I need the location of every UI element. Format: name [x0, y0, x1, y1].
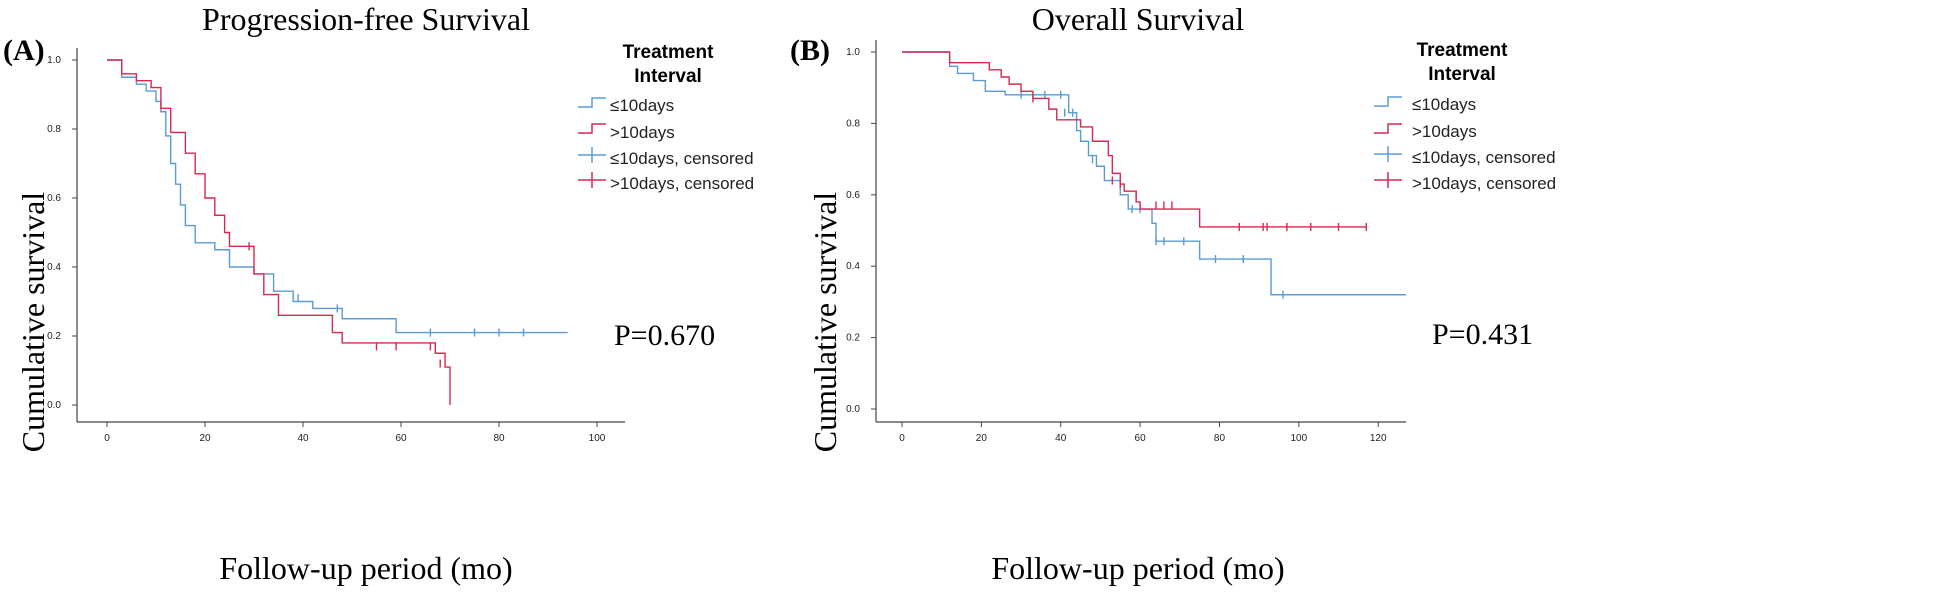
panel-b-y-axis-label: Cumulative survival: [807, 192, 843, 453]
panel-b-letter: (B): [790, 34, 830, 67]
panel-a-legend-entry-2: >10days: [610, 123, 675, 142]
panel-a-y-tick-label: 1.0: [47, 55, 61, 66]
panel-b-legend-symbol-le10days: [1374, 96, 1402, 107]
panel-a-y-axis-label: Cumulative survival: [15, 192, 51, 453]
panel-a-y-tick-label: 0.8: [47, 124, 61, 135]
panel-a-curve-le10days: [107, 59, 568, 334]
panel-b-legend-entry-3: ≤10days, censored: [1412, 148, 1556, 167]
panel-a-legend-symbol-gt10days: [578, 123, 606, 134]
panel-a-x-tick-label: 80: [493, 433, 505, 444]
panel-a-x-tick-label: 20: [199, 433, 211, 444]
panel-b-legend-title-line2: Interval: [1428, 64, 1496, 85]
panel-b-x-tick-label: 120: [1370, 433, 1387, 444]
panel-a-x-tick-label: 60: [395, 433, 407, 444]
panel-a-legend-title-line1: Treatment: [623, 42, 714, 63]
panel-a-legend-entry-1: ≤10days: [610, 96, 674, 115]
panel-a-x-tick-label: 100: [589, 433, 606, 444]
panel-a-y-tick-label: 0.0: [47, 400, 61, 411]
panel-b-y-tick-label: 0.2: [846, 333, 860, 344]
panel-a-legend-entry-4: >10days, censored: [610, 174, 754, 193]
panel-b-x-tick-label: 60: [1135, 433, 1147, 444]
panel-b-legend-symbol-gt10days: [1374, 123, 1402, 134]
panel-a-y-tick-label: 0.6: [47, 193, 61, 204]
panel-b-y-tick-label: 1.0: [846, 47, 860, 58]
panel-a-x-tick-label: 0: [104, 433, 110, 444]
panel-a-legend-title-line2: Interval: [634, 66, 702, 87]
panel-b-p-value: P=0.431: [1432, 318, 1533, 351]
panel-b-y-tick-label: 0.4: [846, 261, 860, 272]
panel-a-legend-symbol-le10days: [578, 97, 606, 108]
panel-a-letter: (A): [3, 34, 45, 67]
panel-a-y-tick-label: 0.4: [47, 262, 61, 273]
panel-b-y-tick-label: 0.6: [846, 190, 860, 201]
panel-b-legend-entry-2: >10days: [1412, 122, 1477, 141]
panel-a-y-tick-label: 0.2: [47, 331, 61, 342]
panel-b-x-tick-label: 40: [1055, 433, 1067, 444]
panel-b-legend-entry-1: ≤10days: [1412, 95, 1476, 114]
panel-b-x-tick-label: 100: [1291, 433, 1308, 444]
panel-a-p-value: P=0.670: [614, 319, 715, 352]
panel-b-legend-title-line1: Treatment: [1417, 40, 1508, 61]
panel-a-x-tick-label: 40: [297, 433, 309, 444]
panel-b-curve-gt10days: [902, 51, 1367, 228]
panel-a-title: Progression-free Survival: [202, 1, 530, 37]
panel-b-curve-le10days: [902, 51, 1406, 296]
panel-b: (B) Overall Survival Cumulative survival…: [790, 1, 1556, 586]
panel-b-x-tick-label: 20: [976, 433, 988, 444]
panel-a: (A) Progression-free Survival Cumulative…: [3, 1, 754, 586]
panel-b-y-tick-label: 0.8: [846, 118, 860, 129]
panel-b-legend-entry-4: >10days, censored: [1412, 174, 1556, 193]
panel-b-x-tick-label: 0: [899, 433, 905, 444]
panel-b-title: Overall Survival: [1032, 1, 1245, 37]
panel-a-x-axis-label: Follow-up period (mo): [219, 550, 512, 586]
panel-a-curve-gt10days: [107, 59, 451, 405]
panel-b-y-tick-label: 0.0: [846, 404, 860, 415]
panel-b-x-tick-label: 80: [1214, 433, 1226, 444]
panel-b-x-axis-label: Follow-up period (mo): [991, 550, 1284, 586]
panel-a-legend-entry-3: ≤10days, censored: [610, 149, 754, 168]
